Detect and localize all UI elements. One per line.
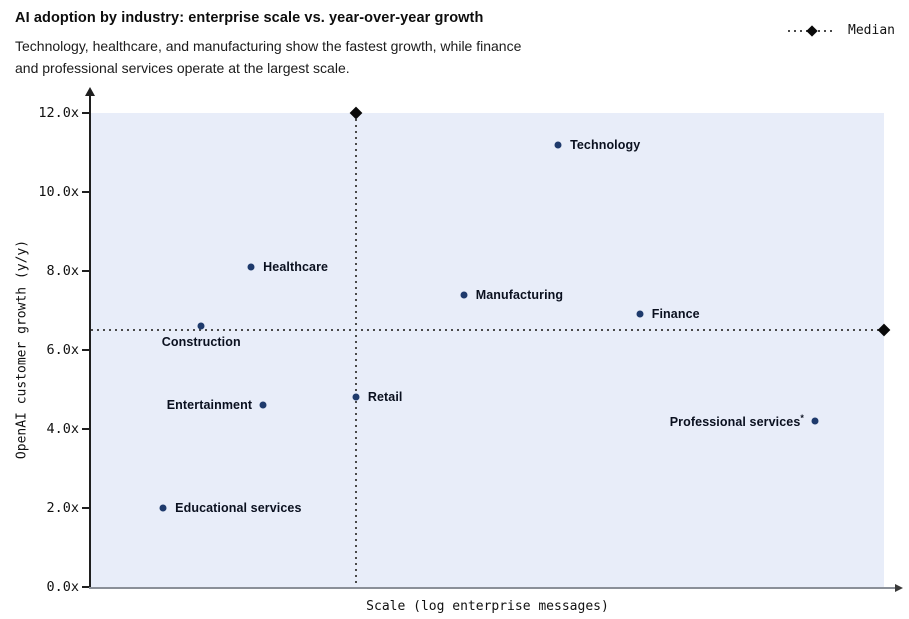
data-point <box>352 393 360 401</box>
data-point-label: Retail <box>368 390 403 404</box>
y-tick-label: 12.0x <box>38 105 79 121</box>
data-point-label-text: Construction <box>161 335 241 350</box>
chart-title: AI adoption by industry: enterprise scal… <box>15 10 484 26</box>
data-point <box>460 291 468 299</box>
data-point-label-text: Retail <box>367 390 403 405</box>
data-point-label: Finance <box>652 307 700 321</box>
y-tick-label: 8.0x <box>46 263 79 279</box>
plot-area: 0.0x 2.0x 4.0x 6.0x 8.0x 10.0x 12.0x Technology… <box>38 87 903 595</box>
y-tick-label: 2.0x <box>46 500 79 516</box>
data-point <box>247 263 255 271</box>
x-axis-title: Scale (log enterprise messages) <box>366 599 609 614</box>
y-tick-label: 4.0x <box>46 421 79 437</box>
data-point-label: Technology <box>570 138 640 152</box>
y-tick-mark <box>82 270 89 272</box>
data-point <box>159 504 167 512</box>
data-point-label: Professional services* <box>670 413 804 429</box>
median-diamond-icon <box>349 106 363 120</box>
diamond-icon <box>806 24 818 37</box>
data-point-label-text: Entertainment <box>166 398 253 413</box>
y-tick-mark <box>82 349 89 351</box>
data-point <box>259 401 267 409</box>
y-tick-mark <box>82 586 89 588</box>
median-diamond-icon <box>877 323 891 337</box>
legend: Median <box>788 23 895 38</box>
data-point <box>197 322 205 330</box>
y-axis-line <box>89 96 91 589</box>
data-point <box>811 417 819 425</box>
data-point-label: Educational services <box>175 501 301 515</box>
x-axis-line <box>89 587 897 589</box>
data-point-label-text: Manufacturing <box>475 287 564 302</box>
y-tick-label: 10.0x <box>38 184 79 200</box>
chart-subtitle: Technology, healthcare, and manufacturin… <box>15 35 521 79</box>
x-axis-arrow-icon <box>895 584 903 592</box>
y-axis-arrow-icon <box>85 87 95 96</box>
y-tick-label: 6.0x <box>46 342 79 358</box>
y-axis-title: OpenAI customer growth (y/y) <box>14 239 30 460</box>
chart-subtitle-line-1: Technology, healthcare, and manufacturin… <box>15 38 522 54</box>
y-tick-mark <box>82 191 89 193</box>
median-dotted-line-sample <box>788 24 837 37</box>
data-point-label-text: Professional services <box>669 415 801 430</box>
data-point <box>554 141 562 149</box>
median-growth-line <box>91 329 884 332</box>
data-point-label-text: Healthcare <box>263 260 329 275</box>
median-scale-line <box>354 113 357 587</box>
y-tick-mark <box>82 112 89 114</box>
y-tick-mark <box>82 428 89 430</box>
chart-subtitle-line-2: and professional services operate at the… <box>15 60 350 76</box>
data-point <box>636 310 644 318</box>
data-point-label-text: Finance <box>651 307 700 322</box>
data-point-label: Construction <box>162 335 241 349</box>
y-tick-label: 0.0x <box>46 579 79 595</box>
data-point-label: Entertainment <box>167 398 252 412</box>
data-point-label: Healthcare <box>263 260 328 274</box>
y-tick-mark <box>82 507 89 509</box>
data-point-label: Manufacturing <box>476 288 563 302</box>
data-point-label-text: Technology <box>570 137 641 152</box>
legend-label: Median <box>848 23 895 38</box>
footnote-marker: * <box>800 413 805 424</box>
data-point-label-text: Educational services <box>175 501 302 515</box>
